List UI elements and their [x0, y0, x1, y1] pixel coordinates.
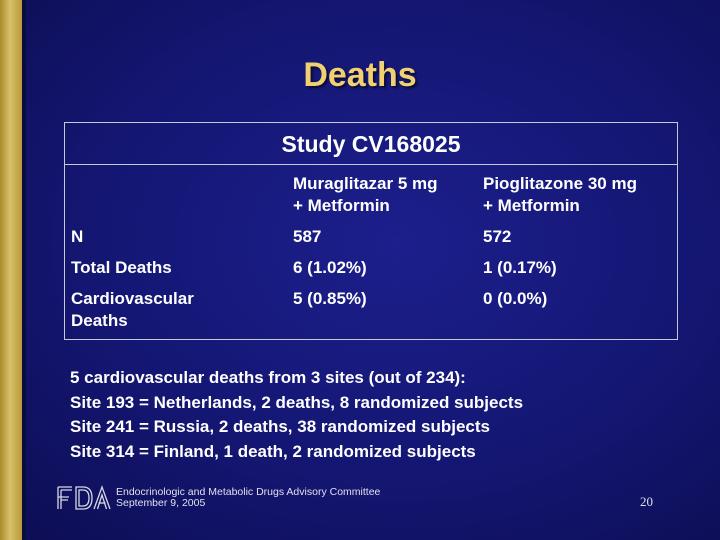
note-line: Site 314 = Finland, 1 death, 2 randomize… — [70, 441, 476, 461]
footer-text: Endocrinologic and Metabolic Drugs Advis… — [116, 487, 380, 509]
slide-title: Deaths — [303, 56, 417, 94]
fda-logo-icon — [57, 485, 111, 510]
note-line: Site 193 = Netherlands, 2 deaths, 8 rand… — [70, 392, 524, 412]
cell-cv-deaths-muraglitazar: 5 (0.85%) — [293, 289, 367, 308]
meeting-date: September 9, 2005 — [116, 497, 206, 509]
left-accent-edge — [22, 0, 26, 540]
row-label-n: N — [71, 227, 84, 246]
caption-divider — [65, 164, 677, 165]
row-label-line: Deaths — [71, 311, 128, 330]
note-line: 5 cardiovascular deaths from 3 sites (ou… — [70, 368, 466, 387]
note-line: Site 241 = Russia, 2 deaths, 38 randomiz… — [70, 417, 490, 436]
deaths-table: Study CV168025 Muraglitazar 5 mg + Metfo… — [64, 122, 678, 340]
cell-cv-deaths-pioglitazone: 0 (0.0%) — [483, 289, 548, 308]
cell-n-pioglitazone: 572 — [483, 227, 512, 246]
table-caption: Study CV168025 — [281, 131, 461, 157]
left-accent-bar — [0, 0, 22, 540]
column-header-muraglitazar: Muraglitazar 5 mg + Metformin — [293, 173, 438, 217]
column-header-line: Muraglitazar 5 mg — [293, 174, 438, 193]
cell-total-deaths-pioglitazone: 1 (0.17%) — [483, 258, 557, 277]
column-header-pioglitazone: Pioglitazone 30 mg + Metformin — [483, 173, 637, 217]
cell-total-deaths-muraglitazar: 6 (1.02%) — [293, 258, 367, 277]
slide-number: 20 — [640, 494, 653, 509]
cell-n-muraglitazar: 587 — [293, 227, 322, 246]
row-label-line: Cardiovascular — [71, 289, 194, 308]
committee-name: Endocrinologic and Metabolic Drugs Advis… — [116, 486, 381, 498]
site-notes: 5 cardiovascular deaths from 3 sites (ou… — [70, 366, 523, 464]
row-label-total-deaths: Total Deaths — [71, 258, 172, 277]
column-header-line: + Metformin — [483, 196, 580, 215]
column-header-line: + Metformin — [293, 196, 390, 215]
row-label-cardiovascular-deaths: Cardiovascular Deaths — [71, 288, 194, 332]
column-header-line: Pioglitazone 30 mg — [483, 174, 637, 193]
